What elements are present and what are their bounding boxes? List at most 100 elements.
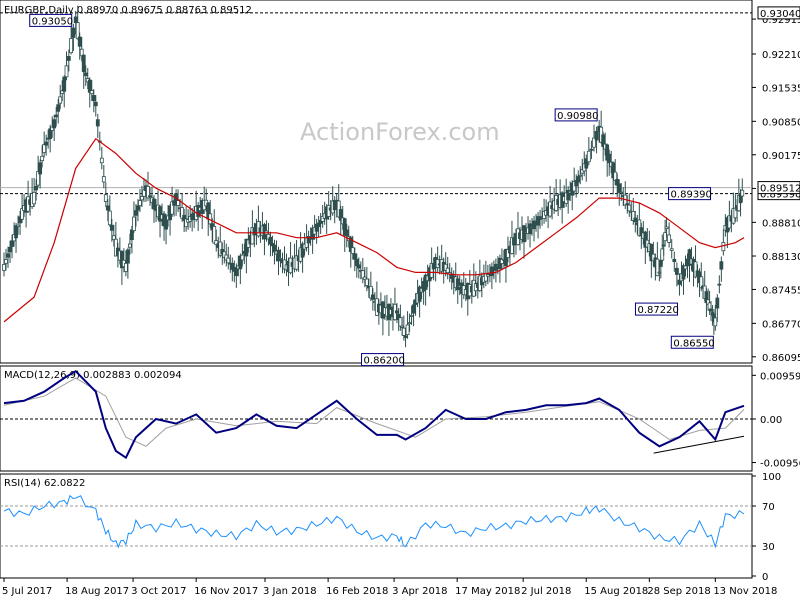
price-y-tick-label: 0.90175 (762, 151, 800, 162)
candle-body (674, 267, 679, 275)
candle-body (240, 254, 245, 261)
candle-body (58, 96, 63, 104)
candle-body (91, 95, 96, 102)
candle-body (607, 153, 612, 164)
candle-body (34, 186, 39, 191)
candle-body (16, 224, 20, 227)
x-tick-label: 15 Aug 2018 (584, 586, 648, 597)
candle-body (669, 248, 674, 251)
annotation-label: 0.86550 (673, 338, 714, 349)
x-tick-label: 3 Oct 2017 (131, 586, 186, 597)
candle-body (44, 141, 49, 146)
price-y-tick-label: 0.87455 (762, 285, 800, 296)
candle-body (683, 265, 688, 270)
candle-body (314, 223, 319, 232)
candle-body (429, 262, 434, 278)
candle-body (69, 38, 74, 54)
candle-body (423, 274, 428, 290)
x-axis: 5 Jul 2017 18 Aug 2017 3 Oct 2017 16 Nov 20… (2, 578, 777, 597)
price-y-tick-label: 0.88810 (762, 218, 800, 229)
x-tick-label: 16 Feb 2018 (326, 586, 388, 597)
candle-body (214, 240, 219, 246)
candle-body (238, 255, 243, 270)
annotation-label: 0.86200 (364, 356, 405, 367)
price-y-tick-label: 0.91535 (762, 83, 800, 94)
current-price-box (757, 181, 800, 195)
candle-body (403, 335, 408, 338)
candle-body (338, 209, 343, 221)
candle-body (130, 229, 134, 241)
annotation-label: 0.93050 (32, 16, 73, 27)
candle-body (42, 144, 47, 154)
candle-body (717, 283, 722, 286)
candle-body (643, 231, 648, 248)
candle-body (594, 130, 599, 141)
candle-body (128, 243, 132, 248)
candle-body (681, 265, 686, 280)
candle-body (536, 216, 540, 226)
x-tick-label: 3 Apr 2018 (392, 586, 447, 597)
candle-body (60, 90, 65, 95)
level-label: 0.93040 (760, 9, 800, 20)
candle-body (344, 229, 349, 236)
candle-body (148, 195, 152, 198)
candle-body (52, 119, 57, 129)
candle-body (485, 274, 490, 277)
rsi-header: RSI(14) 62.0822 (4, 478, 85, 489)
price-layer: 0.929150.922100.915350.908500.901750.894… (0, 5, 800, 367)
candle-body (506, 249, 510, 258)
annotation-box (361, 353, 405, 367)
candle-body (639, 227, 644, 237)
candle-body (101, 176, 106, 183)
candle-body (276, 249, 281, 262)
candle-body (489, 266, 494, 277)
candle-body (132, 216, 136, 231)
candle-body (574, 180, 579, 187)
candle-body (123, 262, 128, 272)
candle-body (95, 119, 100, 127)
candle-body (170, 201, 174, 215)
candle-body (370, 294, 375, 300)
macd-header: MACD(12,26,9) 0.002883 0.002094 (4, 370, 182, 381)
candle-body (617, 183, 622, 193)
candle-body (176, 200, 181, 206)
annotation-box (670, 335, 714, 349)
candle-body (538, 217, 542, 220)
candle-body (20, 208, 24, 220)
candle-body (510, 237, 514, 254)
candle-body (158, 206, 162, 222)
candle-body (672, 258, 677, 263)
annotation-box (554, 108, 598, 122)
price-y-tick-label: 0.92915 (762, 15, 800, 26)
candle-body (182, 214, 187, 221)
candle-body (625, 203, 630, 206)
candle-body (272, 244, 277, 253)
macd-y-tick-label: 0.00 (760, 415, 782, 426)
rsi-line (3, 494, 745, 549)
candle-body (234, 268, 239, 277)
candle-body (40, 155, 45, 162)
candle-body (146, 186, 150, 199)
x-tick-label: 28 Sep 2018 (647, 586, 710, 597)
moving-average-line (3, 137, 745, 323)
candle-body (294, 255, 299, 270)
candle-body (111, 235, 116, 241)
candle-body (77, 36, 82, 47)
candle-body (633, 217, 638, 223)
candle-body (93, 101, 98, 107)
price-header: EURGBP,Daily 0.88970 0.89675 0.88763 0.8… (4, 5, 252, 16)
rsi-y-tick-label: 100 (762, 472, 781, 483)
macd-line (3, 369, 745, 460)
candle-body (398, 317, 403, 327)
candle-body (318, 219, 323, 224)
candle-body (48, 128, 53, 139)
candle-body (677, 279, 682, 285)
candle-body (103, 194, 108, 202)
candle-body (576, 176, 581, 183)
candle-body (405, 324, 410, 336)
candle-body (138, 200, 142, 206)
candle-body (348, 237, 353, 253)
candle-body (342, 218, 347, 236)
macd-signal-line (3, 377, 745, 447)
candle-body (409, 314, 414, 317)
